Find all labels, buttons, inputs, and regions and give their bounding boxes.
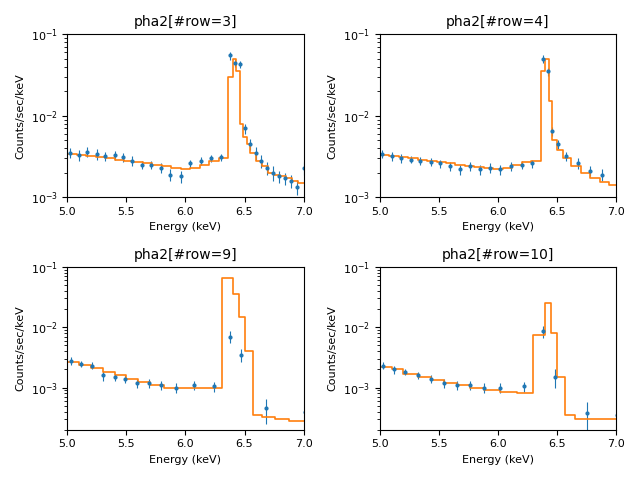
X-axis label: Energy (keV): Energy (keV) <box>150 223 221 232</box>
X-axis label: Energy (keV): Energy (keV) <box>462 223 534 232</box>
X-axis label: Energy (keV): Energy (keV) <box>462 455 534 465</box>
Title: pha2[#row=9]: pha2[#row=9] <box>134 248 237 262</box>
Y-axis label: Counts/sec/keV: Counts/sec/keV <box>15 73 25 159</box>
Y-axis label: Counts/sec/keV: Counts/sec/keV <box>328 305 337 391</box>
X-axis label: Energy (keV): Energy (keV) <box>150 455 221 465</box>
Y-axis label: Counts/sec/keV: Counts/sec/keV <box>15 305 25 391</box>
Title: pha2[#row=4]: pha2[#row=4] <box>446 15 550 29</box>
Title: pha2[#row=3]: pha2[#row=3] <box>134 15 237 29</box>
Y-axis label: Counts/sec/keV: Counts/sec/keV <box>328 73 337 159</box>
Title: pha2[#row=10]: pha2[#row=10] <box>442 248 554 262</box>
